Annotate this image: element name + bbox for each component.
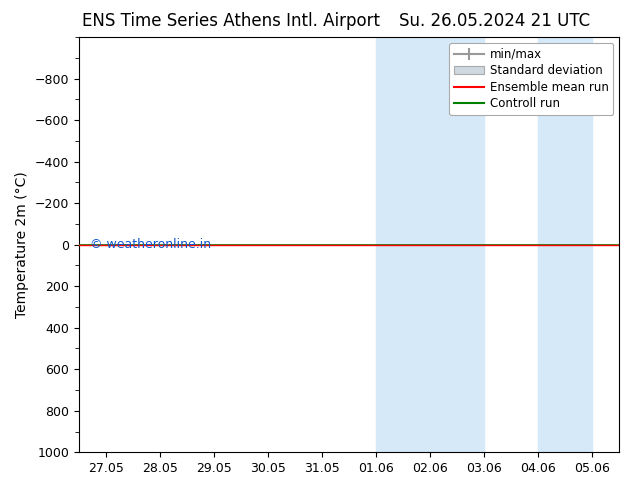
Text: Su. 26.05.2024 21 UTC: Su. 26.05.2024 21 UTC [399, 12, 590, 30]
Y-axis label: Temperature 2m (°C): Temperature 2m (°C) [15, 172, 29, 318]
Bar [430, 37, 484, 452]
Bar [538, 37, 592, 452]
Text: © weatheronline.in: © weatheronline.in [89, 238, 210, 251]
Bar [376, 37, 430, 452]
Legend: min/max, Standard deviation, Ensemble mean run, Controll run: min/max, Standard deviation, Ensemble me… [450, 43, 613, 115]
Text: ENS Time Series Athens Intl. Airport: ENS Time Series Athens Intl. Airport [82, 12, 380, 30]
